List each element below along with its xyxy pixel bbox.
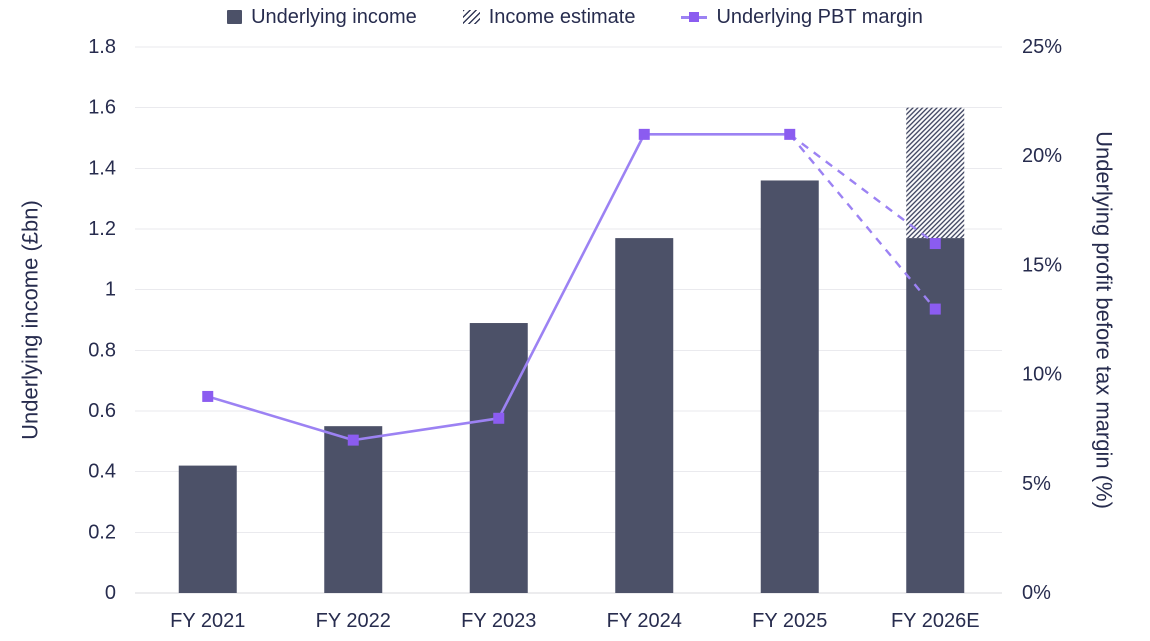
left-axis-tick-label: 0.2 (88, 521, 116, 543)
bar-underlying-income-FY 2023 (469, 323, 528, 593)
pbt-marker-FY 2022 (347, 434, 359, 446)
line-marker-swatch-icon (681, 11, 708, 23)
x-axis-category-label: FY 2022 (316, 610, 391, 632)
legend-item-pbt-margin: Underlying PBT margin (681, 6, 923, 28)
pbt-margin-estimate-line (788, 133, 937, 310)
right-axis-tick-label: 20% (1022, 145, 1062, 167)
legend-label-income-estimate: Income estimate (488, 6, 636, 28)
pbt-marker-FY 2025 (784, 128, 796, 140)
left-axis-tick-label: 0 (105, 582, 116, 604)
right-axis-tick-label: 0% (1022, 582, 1051, 604)
left-axis-tick-label: 1.8 (88, 36, 116, 58)
right-axis-title: Underlying profit before tax margin (%) (1092, 131, 1117, 509)
hatched-square-swatch-icon (462, 10, 480, 24)
right-axis-tick-label: 10% (1022, 364, 1062, 386)
x-axis-category-label: FY 2021 (170, 610, 245, 632)
pbt-marker-estimate-FY 2026E (929, 303, 941, 315)
bar-underlying-income-FY 2025 (760, 180, 819, 593)
pbt-marker-FY 2024 (638, 128, 650, 140)
bar-underlying-income-FY 2026E (906, 238, 965, 593)
pbt-marker-estimate-FY 2026E (929, 238, 941, 250)
x-axis-category-label: FY 2023 (461, 610, 536, 632)
left-axis-tick-label: 1.2 (88, 218, 116, 240)
bar-income-estimate-FY 2026E (906, 107, 965, 239)
pbt-margin-estimate-line (789, 133, 936, 245)
filled-square-swatch-icon (227, 10, 243, 24)
pbt-marker-FY 2023 (493, 412, 505, 424)
x-axis-category-label: FY 2024 (607, 610, 682, 632)
bar-underlying-income-FY 2024 (615, 238, 674, 593)
legend-label-pbt-margin: Underlying PBT margin (716, 6, 923, 28)
legend-label-underlying-income: Underlying income (251, 6, 417, 28)
legend-item-underlying-income: Underlying income (227, 7, 417, 27)
left-axis-tick-label: 1.6 (88, 97, 116, 119)
x-axis-category-label: FY 2026E (891, 610, 980, 632)
bar-underlying-income-FY 2021 (178, 465, 237, 593)
left-axis-tick-label: 1 (105, 279, 116, 301)
x-axis-category-label: FY 2025 (752, 610, 827, 632)
pbt-marker-FY 2021 (202, 390, 214, 402)
left-axis-tick-label: 1.4 (88, 157, 116, 179)
legend-item-income-estimate: Income estimate (462, 6, 636, 28)
left-axis-tick-label: 0.4 (88, 461, 116, 483)
left-axis-tick-label: 0.8 (88, 339, 116, 361)
right-axis-tick-label: 25% (1022, 36, 1062, 58)
right-axis-tick-label: 5% (1022, 473, 1051, 495)
right-axis-tick-label: 15% (1022, 254, 1062, 276)
chart-legend: Underlying income Income estimate Underl… (0, 2, 1150, 32)
left-axis-title: Underlying income (£bn) (18, 200, 43, 440)
left-axis-tick-label: 0.6 (88, 400, 116, 422)
bar-underlying-income-FY 2022 (324, 426, 383, 593)
